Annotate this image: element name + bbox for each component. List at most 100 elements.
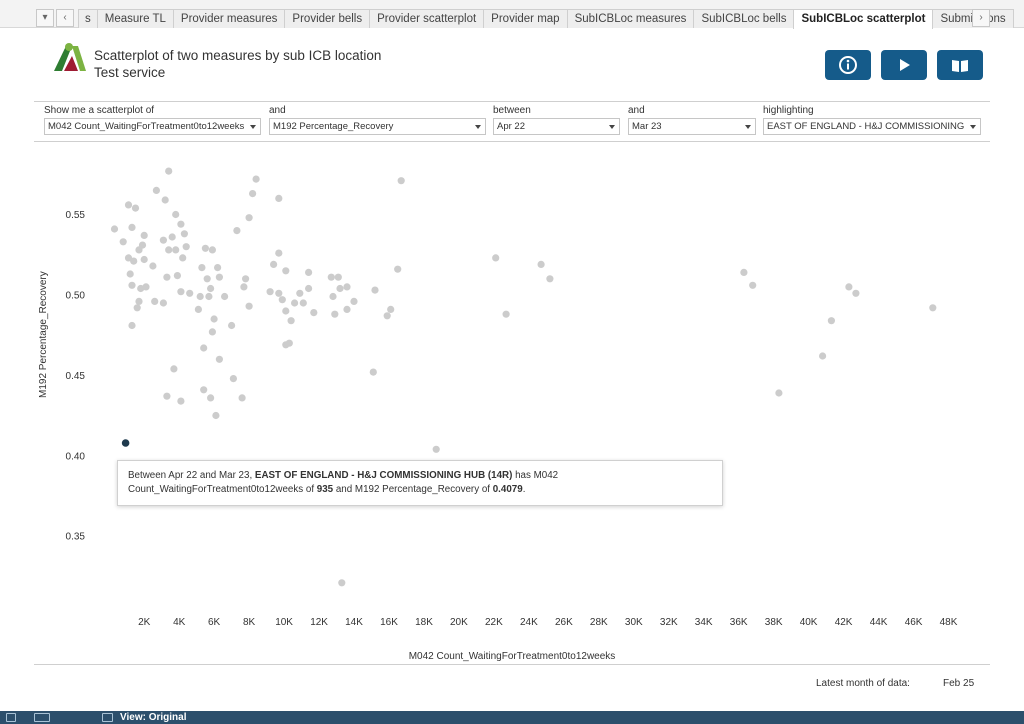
scatter-point[interactable] bbox=[228, 321, 236, 330]
scatter-point[interactable] bbox=[128, 223, 136, 231]
scatter-point[interactable] bbox=[159, 299, 167, 307]
scatter-point[interactable] bbox=[397, 177, 405, 185]
end-month-select[interactable]: Mar 23 bbox=[628, 118, 756, 135]
scatter-point[interactable] bbox=[492, 254, 500, 262]
tab-provider-scatterplot[interactable]: Provider scatterplot bbox=[369, 9, 485, 28]
tab-subicbloc-measures[interactable]: SubICBLoc measures bbox=[566, 9, 695, 28]
scatter-point[interactable] bbox=[152, 186, 160, 194]
scatter-point[interactable] bbox=[240, 283, 248, 291]
scatter-point[interactable] bbox=[215, 273, 223, 281]
scatter-point[interactable] bbox=[119, 238, 127, 246]
scatter-point[interactable] bbox=[252, 175, 260, 183]
scatter-point[interactable] bbox=[180, 230, 188, 238]
guide-button[interactable] bbox=[937, 50, 983, 80]
scatter-point[interactable] bbox=[177, 220, 185, 228]
scatter-point[interactable] bbox=[200, 386, 208, 394]
scatter-point[interactable] bbox=[275, 194, 283, 202]
scatter-point[interactable] bbox=[278, 296, 286, 304]
highlighted-point[interactable] bbox=[121, 439, 130, 447]
tab-measure-tl[interactable]: Measure TL bbox=[96, 9, 174, 28]
scatter-point[interactable] bbox=[165, 246, 173, 254]
tab-provider-measures[interactable]: Provider measures bbox=[172, 9, 286, 28]
scatter-point[interactable] bbox=[245, 302, 253, 310]
scatter-point[interactable] bbox=[135, 297, 143, 305]
scatter-point[interactable] bbox=[282, 267, 290, 275]
scatter-point[interactable] bbox=[305, 268, 313, 276]
scatter-point[interactable] bbox=[270, 260, 278, 268]
scatter-point[interactable] bbox=[182, 243, 190, 251]
play-button[interactable] bbox=[881, 50, 927, 80]
start-month-select[interactable]: Apr 22 bbox=[493, 118, 620, 135]
scatter-point[interactable] bbox=[338, 579, 346, 587]
info-button[interactable] bbox=[825, 50, 871, 80]
scatter-point[interactable] bbox=[233, 227, 241, 235]
scatter-point[interactable] bbox=[740, 268, 748, 276]
scatter-point[interactable] bbox=[205, 292, 213, 301]
scatter-point[interactable] bbox=[827, 317, 836, 325]
scatter-point[interactable] bbox=[749, 281, 757, 289]
scatter-point[interactable] bbox=[131, 204, 140, 212]
scatter-point[interactable] bbox=[432, 445, 440, 453]
tab-scroll-left-button[interactable]: ‹ bbox=[56, 9, 74, 27]
scatter-point[interactable] bbox=[546, 275, 554, 283]
scatter-point[interactable] bbox=[285, 339, 293, 347]
scatter-point[interactable] bbox=[149, 262, 157, 270]
scatter-point[interactable] bbox=[207, 284, 215, 293]
database-icon[interactable] bbox=[6, 713, 16, 722]
scatter-point[interactable] bbox=[266, 288, 274, 296]
measure-x-select[interactable]: M042 Count_WaitingForTreatment0to12weeks bbox=[44, 118, 261, 135]
scatter-point[interactable] bbox=[128, 321, 136, 330]
scatter-point[interactable] bbox=[207, 394, 215, 402]
scatter-point[interactable] bbox=[133, 304, 141, 312]
scatter-point[interactable] bbox=[128, 281, 136, 289]
tab-provider-bells[interactable]: Provider bells bbox=[284, 9, 371, 28]
scatter-point[interactable] bbox=[383, 312, 391, 320]
scatter-point[interactable] bbox=[282, 307, 290, 315]
scatter-point[interactable] bbox=[249, 190, 257, 198]
scatter-point[interactable] bbox=[142, 283, 150, 291]
scatter-point[interactable] bbox=[350, 297, 358, 305]
scatter-point[interactable] bbox=[179, 254, 187, 262]
scatter-point[interactable] bbox=[299, 299, 307, 307]
scatter-point[interactable] bbox=[124, 254, 133, 262]
tab-subicbloc-bells[interactable]: SubICBLoc bells bbox=[693, 9, 795, 28]
scatter-point[interactable] bbox=[336, 284, 344, 293]
scatter-point[interactable] bbox=[296, 289, 304, 297]
tab-menu-button[interactable]: ▾ bbox=[36, 9, 54, 27]
scatter-point[interactable] bbox=[186, 289, 194, 297]
scatter-point[interactable] bbox=[929, 304, 937, 312]
scatter-point[interactable] bbox=[140, 255, 148, 264]
scatter-point[interactable] bbox=[126, 270, 134, 278]
scatter-point[interactable] bbox=[177, 288, 185, 296]
scatter-point[interactable] bbox=[210, 315, 218, 323]
scatter-point[interactable] bbox=[124, 201, 133, 209]
scatter-point[interactable] bbox=[163, 273, 171, 281]
scatter-point[interactable] bbox=[329, 292, 337, 301]
scatter-chart[interactable]: 2K 4K 6K 8K 10K 12K 14K 16K 18K 20K 22K 24K 26K 28K 30… bbox=[0, 145, 1024, 665]
scatter-point[interactable] bbox=[287, 317, 295, 325]
scatter-point[interactable] bbox=[201, 244, 209, 252]
scatter-point[interactable] bbox=[161, 196, 169, 204]
scatter-point[interactable] bbox=[208, 246, 216, 254]
scatter-point[interactable] bbox=[173, 272, 181, 280]
scatter-point[interactable] bbox=[135, 246, 143, 254]
scatter-point[interactable] bbox=[242, 275, 250, 283]
scatter-point[interactable] bbox=[334, 273, 342, 281]
scatter-point[interactable] bbox=[194, 305, 202, 313]
scatter-point[interactable] bbox=[200, 344, 208, 352]
scatter-point[interactable] bbox=[208, 328, 216, 336]
highlight-select[interactable]: EAST OF ENGLAND - H&J COMMISSIONING ... bbox=[763, 118, 981, 135]
scatter-point[interactable] bbox=[775, 389, 783, 397]
scatter-point[interactable] bbox=[212, 411, 220, 420]
scatter-point[interactable] bbox=[343, 305, 351, 313]
scatter-point[interactable] bbox=[221, 292, 229, 301]
measure-y-select[interactable]: M192 Percentage_Recovery bbox=[269, 118, 486, 135]
scatter-point[interactable] bbox=[172, 210, 180, 219]
tab-subicbloc-scatterplot[interactable]: SubICBLoc scatterplot bbox=[793, 9, 934, 29]
scatter-point[interactable] bbox=[165, 167, 173, 175]
scatter-point[interactable] bbox=[394, 265, 402, 273]
scatter-point[interactable] bbox=[537, 260, 545, 268]
scatter-point[interactable] bbox=[331, 310, 339, 318]
scatter-point[interactable] bbox=[196, 292, 204, 301]
scatter-point[interactable] bbox=[238, 394, 246, 402]
